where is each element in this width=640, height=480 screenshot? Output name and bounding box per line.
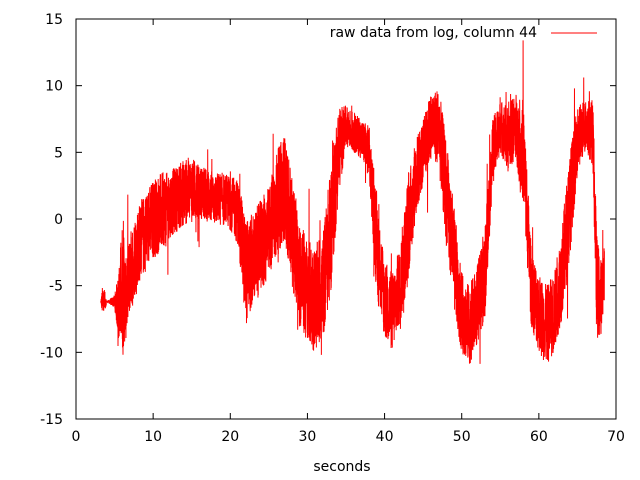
y-tick-label-2: -5 [49, 279, 63, 295]
x-tick-label-7: 70 [607, 429, 625, 445]
x-tick-label-2: 20 [221, 429, 239, 445]
series-layer [100, 40, 605, 364]
x-tick-label-5: 50 [453, 429, 471, 445]
y-tick-label-1: -10 [40, 345, 63, 361]
x-tick-label-0: 0 [72, 429, 81, 445]
series-line-0 [100, 40, 605, 364]
x-tick-label-4: 40 [376, 429, 394, 445]
tick-labels: 0 10 20 30 40 50 60 70 -15 -10 -5 0 5 10 15 [40, 12, 625, 445]
y-tick-label-3: 0 [54, 212, 63, 228]
y-tick-label-4: 5 [54, 145, 63, 161]
x-tick-label-1: 10 [144, 429, 162, 445]
y-tick-label-6: 15 [45, 12, 63, 28]
y-tick-label-5: 10 [45, 79, 63, 95]
y-tick-label-0: -15 [40, 412, 63, 428]
x-tick-label-3: 30 [299, 429, 317, 445]
x-axis-title: seconds [313, 459, 370, 475]
legend: raw data from log, column 44 [330, 25, 597, 41]
legend-label: raw data from log, column 44 [330, 25, 537, 41]
axis-ticks [75, 18, 617, 420]
x-tick-label-6: 60 [530, 429, 548, 445]
